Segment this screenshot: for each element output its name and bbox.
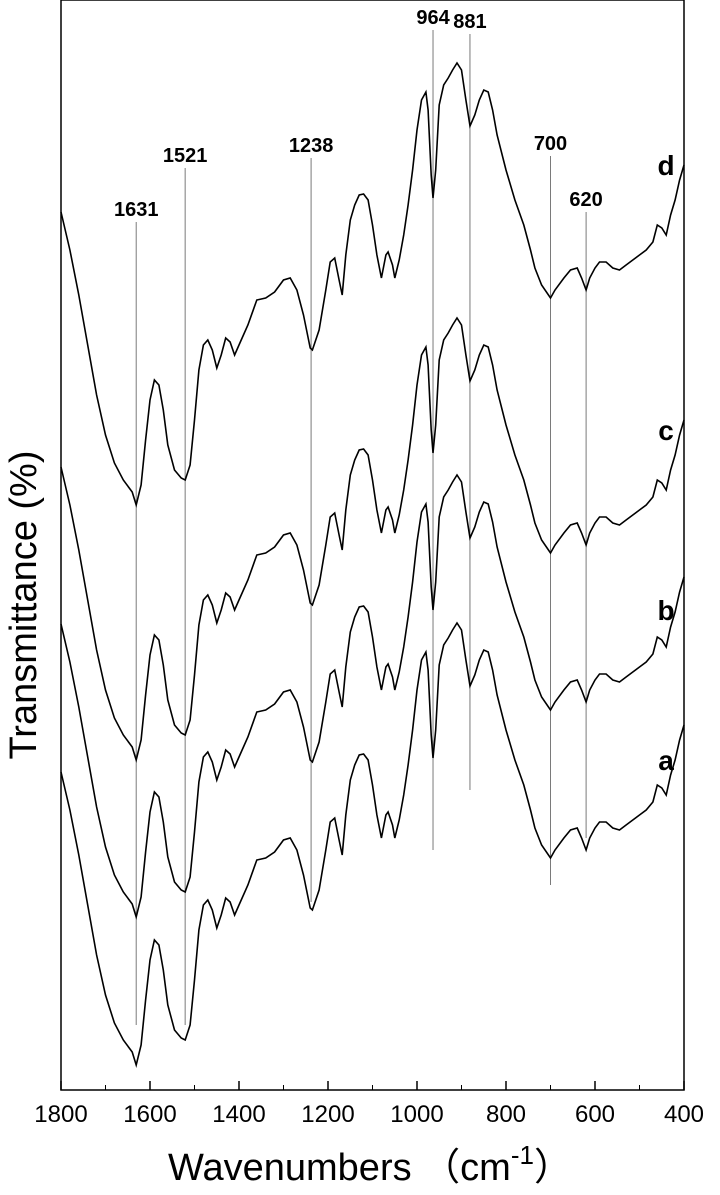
- peak-label-700: 700: [534, 133, 567, 155]
- spectrum-curve-a: [60, 621, 685, 1069]
- peak-labels: 1631 1521 1238 964 881 700 620: [114, 7, 603, 221]
- spectrum-curve-c: [60, 316, 685, 764]
- x-axis: 1800 1600 1400 1200 1000 800 600 400: [34, 1081, 704, 1128]
- peak-label-1521: 1521: [163, 145, 208, 167]
- x-tick-label-1200: 1200: [301, 1101, 354, 1128]
- peak-label-1631: 1631: [114, 199, 159, 221]
- peak-label-964: 964: [416, 7, 450, 29]
- x-axis-title: Wavenumbers （cm-1）: [168, 1140, 572, 1189]
- x-tick-label-600: 600: [575, 1101, 615, 1128]
- y-axis-title: Transmittance (%): [3, 451, 45, 760]
- series-labels: d c b a: [657, 150, 674, 776]
- spectra-curves: [60, 61, 685, 1069]
- x-tick-label-1600: 1600: [123, 1101, 176, 1128]
- x-tick-label-400: 400: [664, 1101, 704, 1128]
- peak-marker-lines: [135, 30, 587, 1025]
- plot-frame: [60, 0, 685, 1091]
- series-label-c: c: [658, 415, 674, 446]
- x-tick-label-1400: 1400: [212, 1101, 265, 1128]
- spectrum-curve-d: [60, 61, 685, 509]
- x-tick-label-800: 800: [486, 1101, 526, 1128]
- peak-label-620: 620: [569, 189, 602, 211]
- x-tick-label-1800: 1800: [34, 1101, 87, 1128]
- peak-label-1238: 1238: [289, 135, 334, 157]
- spectrum-curve-b: [60, 473, 685, 921]
- series-label-d: d: [657, 150, 674, 181]
- peak-label-881: 881: [453, 11, 486, 33]
- x-tick-label-1000: 1000: [390, 1101, 443, 1128]
- series-label-b: b: [657, 595, 674, 626]
- series-label-a: a: [658, 745, 674, 776]
